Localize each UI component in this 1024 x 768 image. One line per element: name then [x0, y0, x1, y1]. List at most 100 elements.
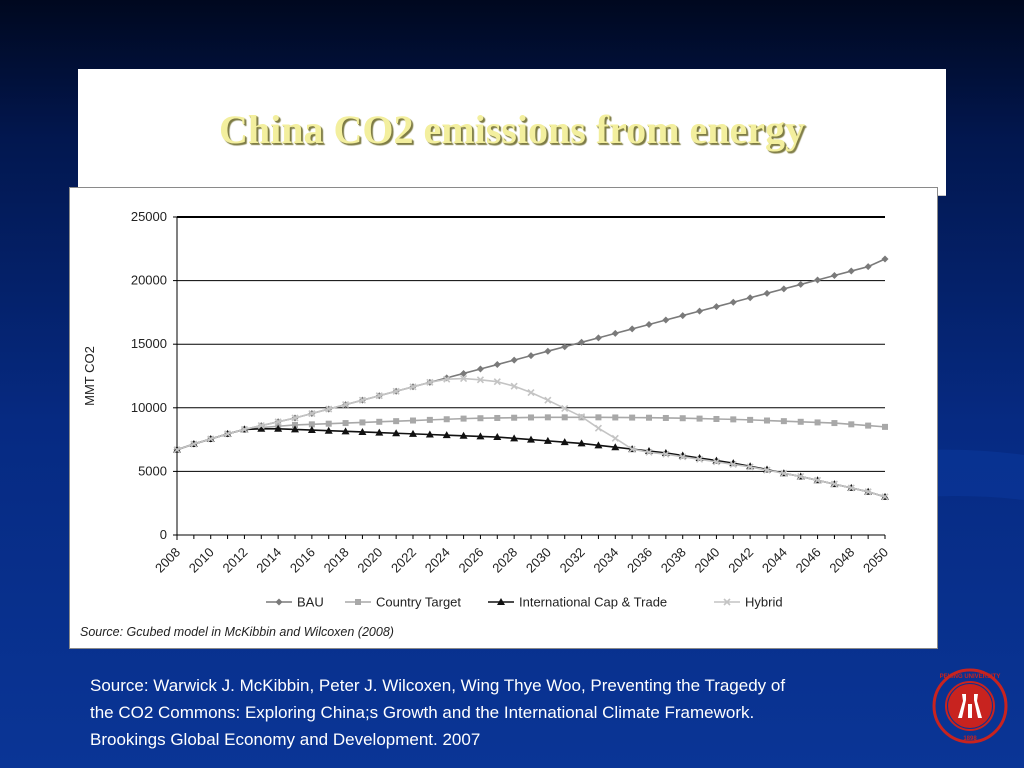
- legend-label-country-target: Country Target: [376, 595, 461, 610]
- x-tick-label: 2034: [590, 545, 621, 576]
- data-point-hybrid: [257, 422, 265, 430]
- x-tick-label: 2024: [422, 545, 453, 576]
- data-point-hybrid: [662, 450, 670, 458]
- data-point-country-target: [764, 417, 770, 424]
- data-point-hybrid: [274, 418, 282, 426]
- data-point-hybrid: [561, 404, 569, 413]
- data-point-international-cap-trade: [409, 429, 417, 437]
- data-point-international-cap-trade: [341, 427, 350, 435]
- data-point-bau: [476, 365, 484, 373]
- data-point-hybrid: [443, 375, 451, 383]
- data-point-hybrid: [830, 480, 838, 488]
- data-point-international-cap-trade: [442, 431, 451, 439]
- data-point-country-target: [713, 415, 720, 422]
- data-point-hybrid: [510, 382, 518, 390]
- slide-title: China CO2 emissions from energy: [219, 106, 805, 152]
- data-point-hybrid: [847, 484, 855, 492]
- data-point-hybrid: [392, 387, 400, 395]
- data-point-hybrid: [729, 460, 737, 468]
- data-point-bau: [847, 267, 855, 275]
- data-point-hybrid: [712, 458, 720, 466]
- data-point-country-target: [359, 419, 366, 426]
- data-point-country-target: [780, 418, 787, 425]
- citation-text: Source: Warwick J. McKibbin, Peter J. Wi…: [90, 672, 950, 753]
- data-point-hybrid: [240, 425, 248, 433]
- data-point-hybrid: [578, 413, 586, 421]
- x-tick-label: 2050: [860, 545, 891, 576]
- data-point-bau: [662, 316, 670, 324]
- svg-text:1898: 1898: [963, 736, 977, 742]
- data-point-bau: [510, 356, 518, 364]
- data-point-bau: [493, 361, 501, 369]
- data-point-hybrid: [628, 445, 636, 453]
- legend-label-international-cap-trade: International Cap & Trade: [519, 595, 667, 610]
- data-point-bau: [729, 298, 737, 306]
- x-tick-label: 2016: [287, 545, 318, 576]
- legend-marker-international-cap-trade: [497, 598, 505, 605]
- title-panel: China CO2 emissions from energy: [78, 69, 946, 196]
- peking-university-seal-logo: PEKING UNIVERSITY 1898: [932, 668, 1008, 744]
- data-point-hybrid: [224, 430, 232, 438]
- data-point-hybrid: [611, 434, 619, 442]
- data-point-bau: [594, 334, 602, 342]
- data-point-international-cap-trade: [543, 436, 552, 444]
- data-point-country-target: [865, 422, 872, 429]
- data-point-hybrid: [308, 409, 316, 418]
- data-point-international-cap-trade: [476, 432, 485, 440]
- data-point-hybrid: [814, 476, 822, 484]
- chart-source-note: Source: Gcubed model in McKibbin and Wil…: [80, 625, 394, 639]
- data-point-country-target: [511, 414, 518, 421]
- x-tick-label: 2030: [523, 545, 554, 576]
- data-point-international-cap-trade: [257, 424, 266, 432]
- data-point-international-cap-trade: [560, 438, 569, 446]
- data-point-country-target: [814, 419, 821, 426]
- y-tick-label: 20000: [131, 273, 167, 288]
- legend-marker-bau: [275, 598, 283, 606]
- data-point-hybrid: [291, 414, 299, 422]
- x-tick-label: 2046: [793, 545, 824, 576]
- legend-marker-country-target: [355, 599, 361, 605]
- x-tick-label: 2020: [354, 545, 385, 576]
- data-point-bau: [679, 312, 687, 320]
- data-point-hybrid: [342, 401, 350, 409]
- data-point-country-target: [848, 421, 855, 428]
- data-point-country-target: [747, 416, 754, 423]
- data-point-international-cap-trade: [459, 431, 468, 439]
- data-point-country-target: [679, 415, 686, 422]
- y-tick-label: 10000: [131, 400, 167, 415]
- data-point-bau: [830, 272, 838, 280]
- data-point-international-cap-trade: [425, 430, 434, 438]
- legend-marker-hybrid: [723, 598, 731, 606]
- data-point-country-target: [325, 420, 332, 427]
- data-point-hybrid: [460, 374, 468, 383]
- data-point-country-target: [730, 416, 737, 423]
- citation-line-3: Brookings Global Economy and Development…: [90, 730, 481, 749]
- data-point-international-cap-trade: [510, 434, 519, 442]
- data-point-country-target: [662, 414, 669, 421]
- data-point-country-target: [342, 420, 349, 427]
- data-point-hybrid: [190, 440, 198, 448]
- data-point-country-target: [410, 417, 416, 424]
- x-tick-label: 2038: [658, 545, 689, 576]
- data-point-international-cap-trade: [324, 426, 333, 434]
- data-point-hybrid: [881, 493, 889, 501]
- citation-line-1: Source: Warwick J. McKibbin, Peter J. Wi…: [90, 676, 786, 695]
- data-point-hybrid: [780, 469, 788, 477]
- data-point-hybrid: [325, 405, 333, 413]
- data-point-bau: [611, 329, 619, 337]
- data-point-country-target: [646, 414, 652, 421]
- data-point-country-target: [612, 414, 619, 421]
- x-tick-label: 2032: [557, 545, 588, 576]
- x-tick-label: 2042: [725, 545, 756, 576]
- data-point-hybrid: [409, 383, 417, 391]
- data-point-bau: [544, 347, 552, 355]
- data-point-international-cap-trade: [392, 429, 401, 437]
- data-point-hybrid: [746, 463, 754, 471]
- data-point-bau: [628, 325, 636, 333]
- series-line-country-target: [176, 416, 886, 451]
- data-point-international-cap-trade: [375, 428, 384, 436]
- data-point-hybrid: [527, 388, 535, 397]
- data-point-hybrid: [797, 472, 805, 481]
- data-point-hybrid: [426, 378, 434, 386]
- data-point-hybrid: [493, 378, 501, 386]
